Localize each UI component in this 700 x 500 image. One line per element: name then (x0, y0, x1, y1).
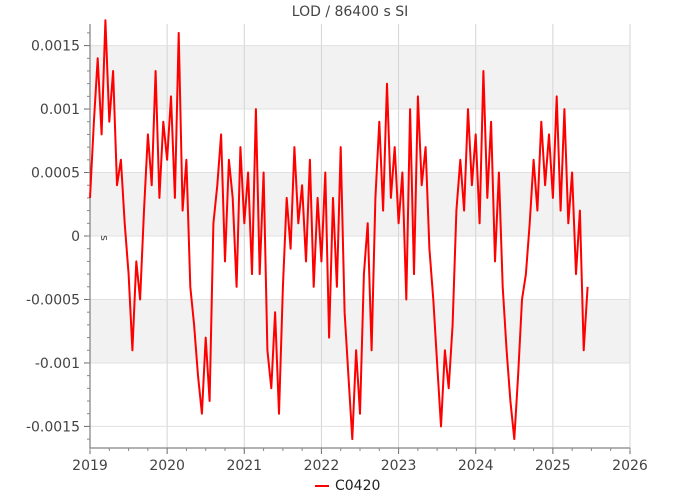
background-band (90, 299, 630, 363)
x-tick-label: 2022 (304, 458, 340, 474)
legend-label-c0420[interactable]: C0420 (335, 478, 380, 494)
series-group (89, 19, 589, 441)
y-unit-label: s (98, 235, 111, 241)
x-tick-label: 2026 (612, 458, 648, 474)
chart-title: LOD / 86400 s SI (292, 4, 408, 20)
background-band (90, 172, 630, 236)
axis-ticks: 0.0015 0.001 0.0005 0 -0.0005 -0.001 -0.0015 20… (26, 32, 648, 474)
x-tick-label: 2019 (72, 458, 108, 474)
y-tick-label: 0.001 (40, 102, 80, 118)
x-tick-label: 2025 (535, 458, 571, 474)
x-tick-label: 2024 (458, 458, 494, 474)
y-tick-label: -0.001 (35, 356, 80, 372)
y-tick-label: -0.0005 (26, 292, 80, 308)
legend[interactable]: C0420 (315, 478, 380, 494)
series-line-c0420 (89, 19, 589, 441)
y-tick-label: 0 (71, 229, 80, 245)
y-tick-label: 0.0015 (31, 39, 80, 55)
x-tick-label: 2020 (149, 458, 185, 474)
y-tick-label: -0.0015 (26, 419, 80, 435)
x-tick-label: 2021 (226, 458, 262, 474)
y-tick-label: 0.0005 (31, 166, 80, 182)
alternating-background-bands (90, 45, 630, 363)
x-tick-label: 2023 (381, 458, 417, 474)
